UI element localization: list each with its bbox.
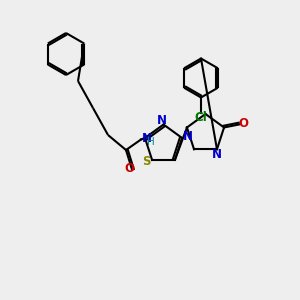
Text: N: N (141, 131, 152, 145)
Text: Cl: Cl (195, 111, 207, 124)
Text: H: H (147, 137, 154, 147)
Text: N: N (157, 114, 167, 128)
Text: O: O (238, 117, 248, 130)
Text: N: N (212, 148, 222, 160)
Text: S: S (142, 155, 151, 168)
Text: O: O (124, 161, 134, 175)
Text: N: N (182, 130, 192, 143)
